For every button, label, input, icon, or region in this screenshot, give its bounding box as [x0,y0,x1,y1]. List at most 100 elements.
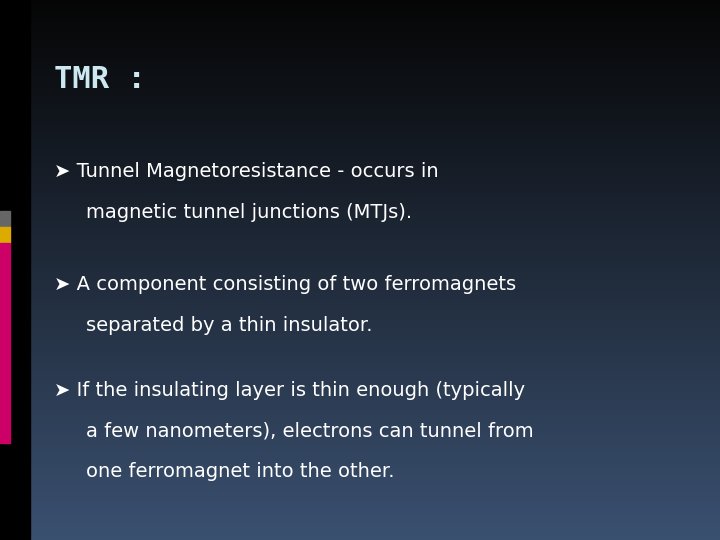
Bar [0,356,720,358]
Bar [0,407,720,409]
Bar [0,490,720,491]
Bar [0,239,720,241]
Bar [0,231,720,232]
Bar [0,436,720,437]
Bar [0,353,720,355]
Bar [0,209,720,211]
Bar [0,439,720,441]
Bar [0,85,720,86]
Bar [0,174,720,177]
Bar [0,20,720,22]
Bar [0,409,720,410]
Bar [0,313,720,315]
Bar [0,385,720,387]
Bar [0,74,720,76]
Text: ➤ Tunnel Magnetoresistance - occurs in: ➤ Tunnel Magnetoresistance - occurs in [54,162,438,181]
Bar [0,468,720,470]
Bar [0,297,720,299]
Bar [0,223,720,225]
Bar [0,515,720,517]
Bar [0,117,720,119]
Bar [0,61,720,63]
Bar [0,34,720,36]
Bar [0,290,720,292]
Bar [0,18,720,20]
Bar [0,164,720,166]
Bar [0,196,720,198]
Bar [0,245,720,247]
Bar [0,322,720,324]
Bar [0,363,720,366]
Bar [0,259,720,261]
Bar [0,221,720,223]
Bar [0,272,720,274]
Bar [0,360,720,362]
Bar [0,482,720,484]
Bar [0,331,720,333]
Bar [0,45,720,47]
Bar [0,158,720,160]
Bar [0,49,720,50]
Bar [0,119,720,120]
Bar [0,11,720,12]
Bar [0,309,720,312]
Bar [0,533,720,535]
Bar [0,36,720,38]
Bar [0,444,720,447]
Bar [0,79,720,81]
Bar [0,340,720,342]
Bar [0,218,720,220]
Bar [0,77,720,79]
Bar [0,538,720,540]
Bar [0,131,720,133]
Bar [0,393,720,394]
Bar [0,189,720,191]
Bar [0,166,720,167]
Bar [0,212,720,214]
Bar [0,58,720,59]
Bar [0,153,720,155]
Bar [0,423,720,425]
Bar [0,191,720,193]
Bar [0,147,720,150]
Text: one ferromagnet into the other.: one ferromagnet into the other. [86,462,395,481]
Bar [0,355,720,356]
Bar [0,247,720,248]
Bar [0,133,720,135]
Bar [0,367,720,369]
Bar [0,150,720,151]
Bar [0,265,720,266]
Bar [0,144,720,146]
Bar [0,390,720,393]
Bar [0,292,720,293]
Bar [0,416,720,417]
Bar [0,405,720,407]
Bar [0,86,720,88]
Bar [0,211,720,212]
Bar [0,517,720,518]
Bar [0,160,720,162]
Bar [0,50,720,52]
Bar [0,207,720,209]
Bar [0,39,720,42]
Bar [0,414,720,416]
Bar [0,97,720,99]
Bar [0,401,720,403]
Bar [0,333,720,335]
Bar [0,81,720,83]
Bar [0,506,720,508]
Bar [0,56,720,58]
Bar [0,250,720,252]
Bar [0,104,720,106]
Bar [0,281,720,282]
Bar [0,123,720,124]
Bar [0,475,720,477]
Bar [0,99,720,101]
Bar [0,198,720,200]
Bar [0,376,720,378]
Bar [0,455,720,457]
Bar [0,412,720,414]
Bar [0,220,720,221]
Bar [0,211,10,227]
Text: a few nanometers), electrons can tunnel from: a few nanometers), electrons can tunnel … [86,421,534,440]
